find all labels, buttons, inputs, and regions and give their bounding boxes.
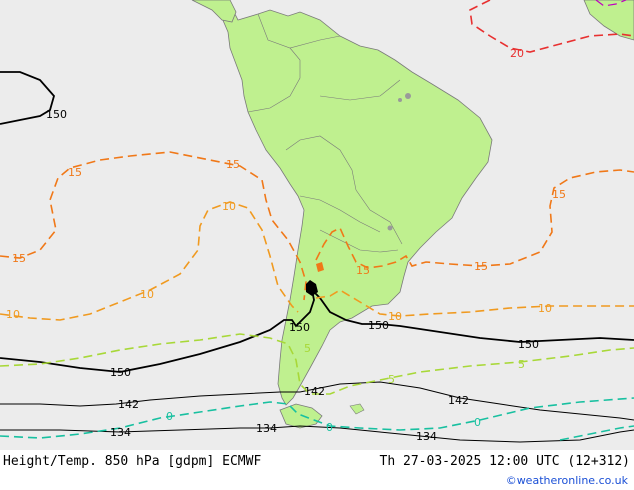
- falkland-islands: [349, 403, 365, 415]
- label-h134-b: 134: [256, 422, 277, 435]
- isohypse-142: [0, 381, 634, 421]
- label-h134-c: 134: [416, 430, 437, 443]
- isotherm-0: [0, 397, 634, 439]
- label-h150-c: 150: [368, 319, 389, 332]
- label-t10-e: 10: [538, 302, 552, 315]
- label-t5-a: 5: [304, 342, 311, 355]
- africa-landmass: [583, 0, 634, 41]
- label-t10-c: 10: [6, 308, 20, 321]
- label-h150-b: 150: [289, 321, 310, 334]
- isohypse-lines: [0, 71, 634, 443]
- label-t15-d: 15: [356, 264, 370, 277]
- south-america-landmass: [221, 0, 493, 406]
- tierra-del-fuego: [279, 403, 323, 429]
- label-t0-a: 0: [166, 410, 173, 423]
- isohypse-150-nw: [0, 71, 55, 125]
- map-footer: Height/Temp. 850 hPa [gdpm] ECMWF Th 27-…: [0, 450, 634, 490]
- label-h150-nw: 150: [46, 108, 67, 121]
- map-title: Height/Temp. 850 hPa [gdpm] ECMWF: [3, 454, 262, 469]
- isotherm-0-east: [559, 425, 634, 441]
- lakes: [387, 93, 411, 231]
- label-t5-c: 5: [518, 358, 525, 371]
- label-t15-b: 15: [226, 158, 240, 171]
- central-america-landmass: [191, 0, 237, 23]
- isotherm-15-west: [0, 151, 307, 301]
- map-canvas: 150 150 150 150 150 142 142 142 134 134 …: [0, 0, 634, 443]
- isotherm-labels: 20 15 15 15 15 15 15 10 10 10 10 10 5 5 …: [6, 47, 566, 434]
- credit-link[interactable]: ©weatheronline.co.uk: [505, 474, 628, 487]
- isotherm-10-west: [0, 201, 299, 321]
- isotherm-20: [469, 0, 634, 53]
- weather-map: 150 150 150 150 150 142 142 142 134 134 …: [0, 0, 634, 450]
- label-t0-c: 0: [474, 416, 481, 429]
- label-h150-a: 150: [110, 366, 131, 379]
- isotherm-15-east: [315, 169, 634, 269]
- label-h150-d: 150: [518, 338, 539, 351]
- label-t5-b: 5: [388, 373, 395, 386]
- isohypse-150-main: [0, 287, 634, 373]
- label-h142-c: 142: [448, 394, 469, 407]
- label-t15-e: 15: [474, 260, 488, 273]
- label-t10-a: 10: [222, 200, 236, 213]
- isotherm-5: [0, 333, 634, 395]
- label-t20: 20: [510, 47, 524, 60]
- label-t15-a: 15: [68, 166, 82, 179]
- label-t10-b: 10: [140, 288, 154, 301]
- label-h142-a: 142: [118, 398, 139, 411]
- label-t10-d: 10: [388, 310, 402, 323]
- label-t15-f: 15: [552, 188, 566, 201]
- isohypse-134: [0, 425, 634, 443]
- label-t15-c: 15: [12, 252, 26, 265]
- andes-cold-spot: [306, 262, 324, 296]
- valid-time: Th 27-03-2025 12:00 UTC (12+312): [379, 454, 630, 469]
- label-h134-a: 134: [110, 426, 131, 439]
- label-t0-b: 0: [326, 421, 333, 434]
- isohypse-labels: 150 150 150 150 150 142 142 142 134 134 …: [46, 108, 539, 443]
- isotherm-lines: [0, 0, 634, 441]
- label-h142-b: 142: [304, 385, 325, 398]
- country-borders: [247, 13, 403, 253]
- isotherm-extreme-ne: [595, 0, 627, 7]
